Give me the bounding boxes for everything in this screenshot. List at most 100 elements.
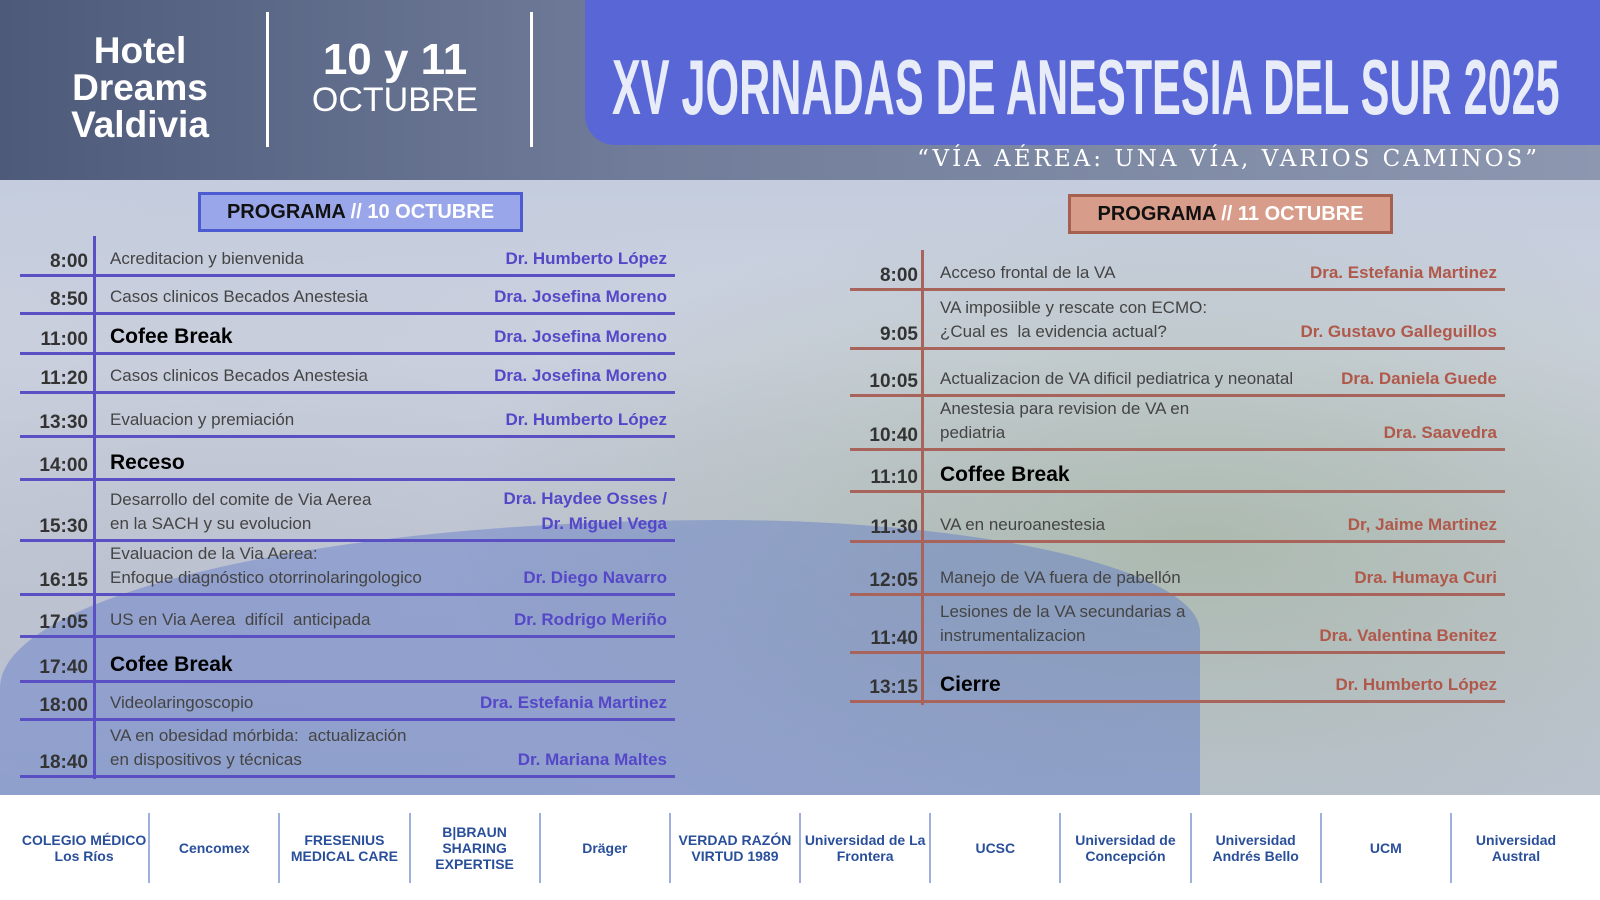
session-title: Cofee Break: [110, 325, 233, 348]
session-title: Manejo de VA fuera de pabellón: [940, 568, 1181, 587]
session-time: 8:00: [879, 265, 918, 286]
session-time: 9:05: [879, 324, 918, 345]
schedule-row: 17:40 Cofee Break: [20, 638, 675, 683]
session-title: VA imposiible y rescate con ECMO: ¿Cual …: [940, 298, 1208, 341]
sponsor-logo: Dräger: [541, 812, 671, 883]
session-speaker: Dr. Diego Navarro: [523, 568, 667, 587]
program-date: 10 OCTUBRE: [367, 201, 495, 223]
session-speaker: Dra. Humaya Curi: [1354, 568, 1497, 587]
schedule-row: 18:40 VA en obesidad mórbida: actualizac…: [20, 721, 675, 778]
program-label: PROGRAMA: [226, 201, 346, 223]
session-title: Lesiones de la VA secundarias a instrume…: [940, 602, 1186, 645]
schedule-row: 18:00 Videolaringoscopio Dra. Estefania …: [20, 683, 675, 721]
schedule-row: 10:05 Actualizacion de VA dificil pediat…: [850, 350, 1505, 397]
session-time: 10:05: [869, 371, 918, 392]
session-time: 8:00: [49, 251, 88, 272]
row-divider: [850, 347, 1505, 350]
session-speaker: Dr. Humberto López: [1335, 675, 1497, 694]
sponsor-logo: Universidad Andrés Bello: [1192, 812, 1322, 883]
row-divider: [20, 775, 675, 778]
session-time: 8:50: [49, 289, 88, 310]
row-divider: [850, 448, 1505, 451]
schedule-row: 8:50 Casos clinicos Becados Anestesia Dr…: [20, 277, 675, 315]
session-speaker: Dr. Rodrigo Meriño: [514, 610, 667, 629]
session-time: 11:40: [870, 628, 918, 649]
sponsor-logo: Cencomex: [150, 812, 281, 883]
session-speaker: Dra. Josefina Moreno: [494, 366, 667, 385]
sponsor-logo: B|BRAUN SHARING EXPERTISE: [411, 812, 541, 883]
session-title: US en Via Aerea difícil anticipada: [110, 610, 371, 629]
session-title: VA en neuroanestesia: [940, 515, 1106, 534]
session-speaker: Dra. Estefania Martinez: [1309, 263, 1497, 282]
row-divider: [850, 288, 1505, 291]
row-divider: [850, 394, 1505, 397]
sponsor-logo: VERDAD RAZÓN VIRTUD 1989: [671, 812, 802, 883]
session-title: Actualizacion de VA dificil pediatrica y…: [940, 369, 1294, 388]
program-label: PROGRAMA: [1097, 203, 1216, 225]
session-time: 11:20: [40, 368, 88, 389]
schedule-row: 8:00 Acceso frontal de la VA Dra. Estefa…: [850, 251, 1505, 291]
row-divider: [20, 312, 675, 315]
schedule-row: 9:05 VA imposiible y rescate con ECMO: ¿…: [850, 291, 1505, 350]
schedule-row: 12:05 Manejo de VA fuera de pabellón Dra…: [850, 543, 1505, 596]
schedule-row: 8:00 Acreditacion y bienvenida Dr. Humbe…: [20, 237, 675, 277]
sponsor-logo: COLEGIO MÉDICO Los Ríos: [20, 812, 151, 883]
timeline-line: [93, 236, 96, 779]
session-title: VA en obesidad mórbida: actualización en…: [110, 726, 407, 769]
event-dates: 10 y 11 OCTUBRE: [290, 35, 500, 119]
session-title: Videolaringoscopio: [110, 693, 254, 712]
row-divider: [20, 435, 675, 438]
sponsor-bar: COLEGIO MÉDICO Los Ríos Cencomex FRESENIUS…: [0, 795, 1600, 900]
schedule-row: 10:40 Anestesia para revision de VA en p…: [850, 397, 1505, 451]
session-time: 17:05: [39, 612, 88, 633]
session-title: Acreditacion y bienvenida: [110, 249, 304, 268]
schedule-row: 11:10 Coffee Break: [850, 451, 1505, 493]
event-title: XV JORNADAS DE ANESTESIA DEL SUR 2025: [612, 43, 1560, 131]
row-divider: [850, 540, 1505, 543]
session-title: Cofee Break: [110, 653, 233, 676]
sponsor-logo: Universidad de La Frontera: [801, 812, 932, 883]
row-divider: [20, 352, 675, 355]
row-divider: [20, 593, 675, 596]
session-title: Evaluacion y premiación: [110, 410, 295, 429]
row-divider: [20, 718, 675, 721]
session-time: 18:00: [39, 695, 88, 716]
session-title: Desarrollo del comite de Via Aerea en la…: [110, 490, 372, 533]
schedule-row: 16:15 Evaluacion de la Via Aerea: Enfoqu…: [20, 542, 675, 596]
timeline-line: [921, 250, 924, 705]
session-speaker: Dr, Jaime Martinez: [1347, 515, 1497, 534]
dates-days: 10 y 11: [322, 35, 468, 84]
program-day1-heading: PROGRAMA // 10 OCTUBRE: [198, 192, 523, 232]
schedule-row: 13:30 Evaluacion y premiación Dr. Humber…: [20, 394, 675, 438]
row-divider: [20, 478, 675, 481]
session-time: 15:30: [39, 516, 88, 537]
divider: [266, 12, 269, 147]
session-time: 13:15: [869, 677, 918, 698]
sponsor-logo: UCSC: [931, 812, 1062, 883]
sep: //: [345, 201, 368, 223]
session-time: 13:30: [39, 412, 88, 433]
header: Hotel Dreams Valdivia 10 y 11 OCTUBRE XV…: [0, 0, 1600, 180]
session-speaker: Dr. Mariana Maltes: [517, 750, 667, 769]
session-speaker: Dra. Valentina Benitez: [1319, 626, 1497, 645]
sponsor-logo: FRESENIUS MEDICAL CARE: [280, 812, 411, 883]
program-day2-heading: PROGRAMA // 11 OCTUBRE: [1068, 194, 1393, 234]
venue-line: Hotel: [93, 30, 187, 71]
schedule-row: 15:30 Desarrollo del comite de Via Aerea…: [20, 481, 675, 542]
session-speaker: Dra. Saavedra: [1383, 423, 1497, 442]
schedule-row: 11:30 VA en neuroanestesia Dr, Jaime Mar…: [850, 493, 1505, 543]
venue-line: Valdivia: [71, 104, 209, 145]
session-time: 12:05: [869, 570, 918, 591]
sep: //: [1215, 203, 1238, 225]
divider: [530, 12, 533, 147]
session-title: Anestesia para revision de VA en pediatr…: [940, 399, 1190, 442]
session-time: 11:00: [40, 329, 88, 350]
row-divider: [850, 490, 1505, 493]
schedule-row: 11:00 Cofee Break Dra. Josefina Moreno: [20, 315, 675, 355]
session-time: 10:40: [869, 425, 918, 446]
session-time: 16:15: [39, 570, 88, 591]
session-speaker: Dra. Daniela Guede: [1341, 369, 1497, 388]
schedule-row: 11:20 Casos clinicos Becados Anestesia D…: [20, 355, 675, 394]
session-speaker: Dr. Humberto López: [505, 249, 667, 268]
event-subtitle: “VÍA AÉREA: UNA VÍA, VARIOS CAMINOS”: [917, 146, 1540, 172]
